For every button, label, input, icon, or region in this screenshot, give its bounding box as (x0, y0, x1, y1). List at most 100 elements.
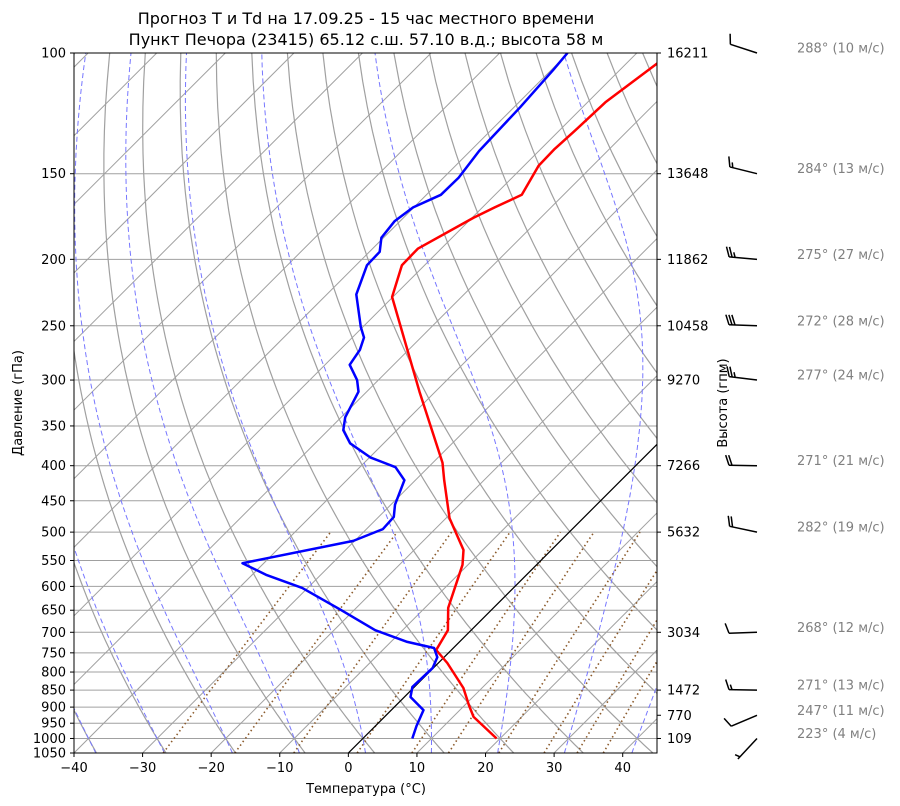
wind-barb (725, 246, 758, 261)
height-tick-label: 1472 (667, 684, 700, 699)
y-tick-label: 350 (41, 419, 66, 434)
wind-barb-shaft (729, 256, 758, 261)
y-tick-label: 200 (41, 253, 66, 268)
x-tick-label: −30 (129, 761, 156, 776)
wind-barb-flag (724, 679, 730, 690)
isotherm-line (74, 53, 432, 411)
chart-title-line-1: Прогноз T и Td на 17.09.25 - 15 час мест… (138, 9, 594, 28)
wind-barb-flag (730, 516, 734, 528)
wind-barb (724, 623, 758, 635)
moist-adiabat (261, 53, 432, 753)
wind-barb-shaft (729, 166, 758, 175)
height-tick-label: 16211 (667, 47, 708, 62)
isotherm-line (74, 53, 501, 480)
y-tick-label: 750 (41, 646, 66, 661)
isotherm-line (74, 53, 638, 617)
dry-adiabat (251, 53, 584, 753)
dry-adiabat (856, 53, 900, 753)
height-axis-label: Высота (гпм) (716, 358, 731, 447)
grid-lines (74, 53, 900, 753)
mixing-ratio-line (411, 531, 562, 753)
x-tick-label: −20 (197, 761, 224, 776)
dry-adiabat (499, 53, 657, 374)
x-tick-label: 10 (409, 761, 426, 776)
isotherm-line (210, 306, 657, 753)
x-tick-label: 30 (546, 761, 563, 776)
mixing-ratio-line (447, 531, 595, 753)
isotherm-line (74, 53, 363, 343)
wind-barb-flag (729, 684, 733, 690)
dry-adiabat (103, 53, 306, 753)
profiles (241, 53, 657, 740)
y-tick-label: 400 (41, 459, 66, 474)
wind-barb-flag (727, 515, 731, 527)
height-tick-label: 3034 (667, 626, 700, 641)
y-tick-label: 300 (41, 374, 66, 389)
wind-label: 271° (21 м/с) (797, 454, 885, 469)
wind-label: 268° (12 м/с) (797, 621, 885, 636)
moist-adiabat (184, 53, 366, 753)
dry-adiabat (606, 53, 657, 165)
wind-barb (726, 366, 758, 381)
chart-title-line-2: Пункт Печора (23415) 65.12 с.ш. 57.10 в.… (129, 30, 604, 49)
isotherm-line (416, 512, 657, 753)
y-tick-label: 1000 (33, 732, 66, 747)
x-axis-label: Температура (°C) (305, 782, 426, 797)
moist-adiabat (74, 53, 233, 753)
isotherm-line (485, 580, 657, 753)
isotherm-line (74, 53, 569, 548)
y-tick-label: 700 (41, 626, 66, 641)
wind-barb-flag (728, 246, 733, 258)
wind-barb-shaft (728, 631, 758, 635)
dry-adiabat (571, 53, 657, 238)
y-tick-label: 450 (41, 494, 66, 509)
wind-label: 271° (13 м/с) (797, 679, 885, 694)
mixing-ratio-line (498, 531, 641, 753)
dry-adiabat (357, 53, 657, 631)
dry-adiabat (74, 53, 236, 753)
height-tick-label: 11862 (667, 253, 708, 268)
isotherm-line (74, 53, 226, 206)
mixing-ratio-line (234, 531, 398, 753)
dry-adiabat (464, 53, 657, 440)
isotherm-line (74, 53, 295, 274)
y-tick-label: 600 (41, 580, 66, 595)
y-tick-label: 100 (41, 47, 66, 62)
x-tick-label: 0 (344, 761, 352, 776)
wind-label: 223° (4 м/с) (797, 727, 876, 742)
wind-barb-flag (733, 372, 736, 378)
y-tick-label: 650 (41, 604, 66, 619)
height-tick-label: 5632 (667, 526, 700, 541)
wind-barb-shaft (730, 714, 758, 727)
wind-label: 288° (10 м/с) (797, 42, 885, 57)
axes: −40 −30 −20 −10 0 10 20 30 40 100 150 200 250 300 350 4… (33, 47, 708, 777)
wind-barb-flag (727, 454, 733, 466)
dry-adiabat (820, 53, 900, 753)
dry-adiabat (322, 53, 657, 695)
y-tick-label: 500 (41, 526, 66, 541)
wind-barb-flag (728, 314, 733, 326)
wind-barb-flag (728, 156, 731, 168)
y-tick-label: 800 (41, 666, 66, 681)
wind-barb-flag (725, 246, 730, 258)
height-tick-label: 109 (667, 732, 692, 747)
dry-adiabat (393, 53, 657, 568)
wind-barb-flag (729, 366, 733, 378)
dry-adiabat (74, 560, 167, 753)
dry-adiabat (642, 53, 657, 88)
wind-barb-flag (733, 252, 736, 258)
wind-label: 284° (13 м/с) (797, 162, 885, 177)
height-tick-label: 7266 (667, 459, 700, 474)
y-tick-label: 950 (41, 717, 66, 732)
x-tick-label: 20 (477, 761, 494, 776)
dry-adiabat (785, 53, 900, 753)
temperature-profile-line (390, 62, 657, 740)
y-tick-label: 1050 (33, 747, 66, 762)
y-tick-label: 550 (41, 554, 66, 569)
y-axis-label: Давление (гПа) (11, 350, 26, 456)
dry-adiabat (428, 53, 657, 504)
height-tick-label: 13648 (667, 167, 708, 182)
height-tick-label: 10458 (667, 319, 708, 334)
wind-barb-shaft (729, 525, 758, 533)
